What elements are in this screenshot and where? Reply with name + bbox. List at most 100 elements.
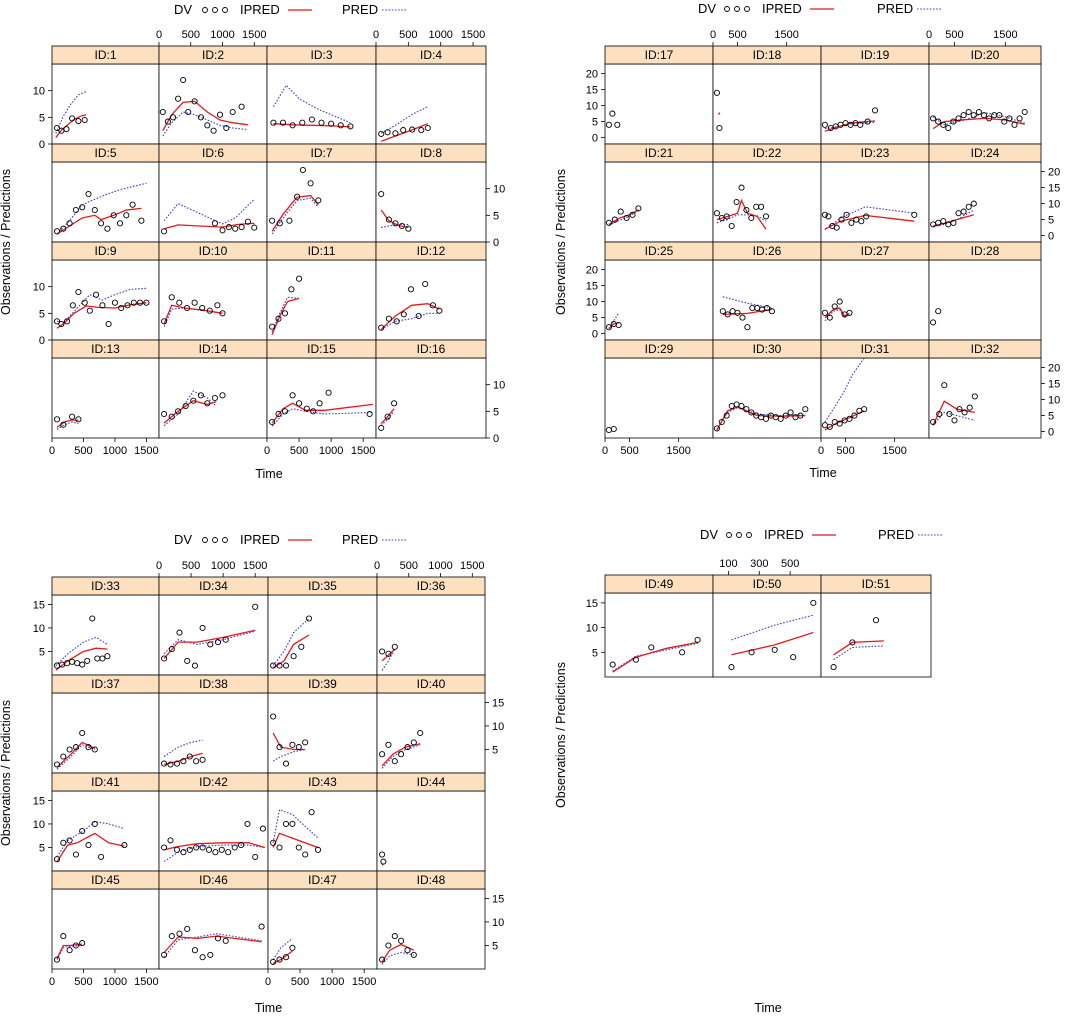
dv-point — [276, 844, 283, 851]
panel: ID:48 5 10 15 — [376, 870, 504, 970]
dv-point — [214, 935, 222, 942]
dv-point — [347, 123, 354, 130]
pred-line — [381, 744, 421, 769]
panel: ID:32 0 5 10 15 20 — [928, 339, 1060, 439]
panel-frame — [604, 259, 714, 341]
panel-frame — [266, 161, 377, 243]
dv-point — [768, 308, 775, 315]
panel-strip-label: ID:5 — [94, 146, 116, 160]
dv-point — [218, 846, 225, 853]
dv-point — [98, 220, 105, 227]
dv-point — [199, 304, 206, 312]
dv-point — [219, 310, 226, 317]
dv-point — [60, 225, 67, 232]
y-tick-label: 10 — [33, 86, 45, 98]
panel: ID:13 0 500 1000 1500 — [49, 339, 160, 457]
dv-point — [279, 119, 287, 126]
panel: ID:26 — [712, 241, 822, 341]
dv-point — [391, 758, 398, 765]
dv-point — [199, 954, 206, 961]
dv-point — [216, 111, 224, 118]
ipred-line — [271, 402, 373, 424]
ipred-line — [380, 408, 395, 425]
panel-frame — [375, 357, 487, 439]
panel: ID:45 0 500 1000 1500 — [49, 870, 160, 988]
pred-line — [56, 944, 83, 960]
dv-point — [310, 408, 317, 415]
dv-point — [744, 324, 751, 331]
dv-point — [53, 416, 61, 423]
panel-strip — [376, 772, 486, 792]
ipred-line — [162, 100, 248, 132]
dv-point — [244, 218, 251, 225]
pred-line — [824, 357, 865, 423]
dv-point — [290, 653, 297, 660]
panel-frame — [928, 63, 1042, 145]
ipred-line — [824, 214, 915, 230]
dv-point — [214, 302, 221, 309]
dv-point — [762, 415, 770, 422]
figure-4: ID:49 5 10 15 ID:50 100 300 500 ID:51 Time Observa… — [554, 558, 932, 1015]
dv-point — [84, 657, 91, 664]
dv-point — [748, 214, 755, 222]
x-tick-label: 1000 — [103, 445, 127, 457]
panel-frame — [266, 259, 377, 341]
dv-point — [366, 410, 373, 418]
x-tick-label: 0 — [710, 29, 716, 41]
dv-point — [281, 310, 289, 317]
x-tick-label: 0 — [49, 445, 55, 457]
dv-point — [269, 418, 276, 426]
dv-point — [960, 112, 967, 119]
dv-point — [713, 425, 720, 432]
pred-line — [163, 933, 262, 958]
dv-point — [289, 741, 296, 748]
dv-point — [175, 95, 182, 102]
dv-point — [98, 853, 105, 860]
dv-point — [417, 729, 424, 737]
dv-point — [295, 744, 302, 751]
panel-frame — [267, 790, 378, 872]
panel: ID:19 — [820, 45, 930, 145]
panel-frame — [820, 259, 930, 341]
dv-point — [159, 108, 166, 116]
x-axis-title: Time — [809, 466, 836, 480]
dv-point — [864, 118, 871, 125]
pred-line — [163, 198, 255, 225]
pred-line — [932, 411, 975, 426]
panel: ID:42 — [158, 772, 269, 872]
dv-point — [1001, 118, 1008, 125]
dv-point — [986, 115, 993, 122]
dv-point — [66, 837, 73, 844]
dv-point — [385, 942, 392, 949]
dv-point — [252, 603, 259, 610]
dv-point — [161, 410, 168, 418]
pred-line — [272, 84, 351, 124]
dv-point — [286, 217, 293, 224]
x-tick-label: 0 — [373, 29, 379, 41]
panel-strip-label: ID:4 — [420, 48, 442, 62]
dv-point — [861, 406, 868, 413]
dv-point — [307, 180, 314, 187]
dv-point — [821, 309, 828, 316]
x-tick-label: 0 — [818, 445, 824, 457]
dv-point — [303, 405, 310, 412]
pred-line — [716, 214, 767, 224]
x-tick-label: 1000 — [320, 976, 344, 988]
dv-point — [79, 661, 86, 668]
pred-line — [56, 421, 79, 430]
pred-line — [824, 121, 876, 130]
dv-point — [281, 408, 289, 415]
pred-line — [55, 636, 108, 666]
dv-point — [72, 744, 79, 751]
dv-point — [116, 220, 124, 227]
panel: ID:9 0 5 10 — [33, 241, 160, 347]
panel-strip-label: ID:49 — [645, 577, 674, 591]
panel-frame — [51, 259, 160, 341]
dv-point — [232, 225, 239, 232]
dv-point — [1016, 115, 1023, 122]
dv-point — [79, 729, 86, 737]
dv-point — [211, 394, 218, 402]
dv-point — [105, 320, 112, 328]
panel-frame — [158, 161, 268, 243]
dv-point — [79, 827, 86, 835]
